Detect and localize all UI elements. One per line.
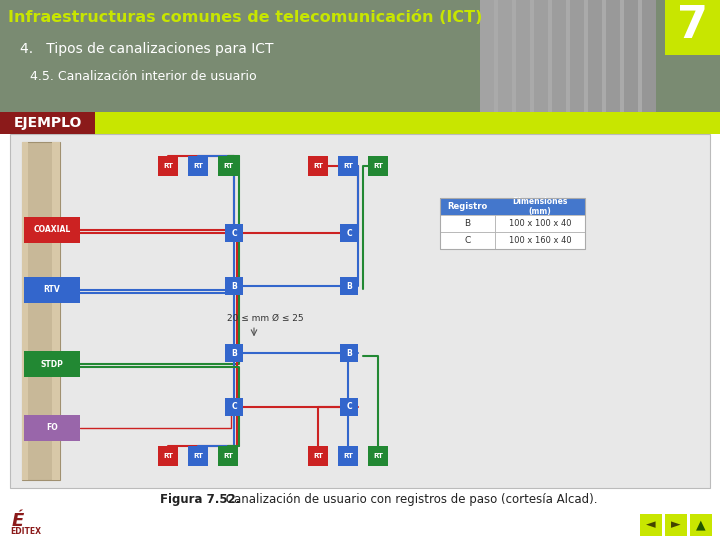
Bar xyxy=(642,0,656,112)
Bar xyxy=(640,514,662,536)
Text: RT: RT xyxy=(193,163,203,169)
Text: C: C xyxy=(231,402,237,411)
Text: RT: RT xyxy=(313,163,323,169)
Bar xyxy=(10,134,710,488)
Bar xyxy=(570,0,584,112)
Bar xyxy=(624,0,638,112)
Text: RT: RT xyxy=(223,453,233,459)
Text: RT: RT xyxy=(313,453,323,459)
Bar xyxy=(218,156,238,176)
Bar xyxy=(158,446,178,466)
Bar xyxy=(225,224,243,242)
Bar xyxy=(188,156,208,176)
Bar xyxy=(188,446,208,466)
Bar xyxy=(665,0,720,55)
Text: B: B xyxy=(346,349,352,358)
Text: Figura 7.52.: Figura 7.52. xyxy=(160,494,240,507)
Bar xyxy=(690,514,712,536)
Bar xyxy=(225,397,243,416)
Text: C: C xyxy=(346,402,352,411)
Bar xyxy=(24,217,80,242)
Bar xyxy=(495,215,585,232)
Bar xyxy=(158,156,178,176)
Bar xyxy=(534,0,548,112)
Bar xyxy=(368,156,388,176)
Bar xyxy=(308,446,328,466)
Bar xyxy=(606,0,620,112)
Bar xyxy=(440,198,495,215)
Bar xyxy=(22,142,28,480)
Bar xyxy=(24,351,80,377)
Bar xyxy=(0,112,95,134)
Bar xyxy=(0,112,720,134)
Bar xyxy=(440,215,495,232)
Text: 4.   Tipos de canalizaciones para ICT: 4. Tipos de canalizaciones para ICT xyxy=(20,42,274,56)
Text: RT: RT xyxy=(223,163,233,169)
Bar xyxy=(495,232,585,249)
Text: RT: RT xyxy=(163,453,173,459)
Text: Canalización de usuario con registros de paso (cortesía Alcad).: Canalización de usuario con registros de… xyxy=(222,494,598,507)
Text: RT: RT xyxy=(343,453,353,459)
Bar xyxy=(588,0,602,112)
Text: 100 x 100 x 40: 100 x 100 x 40 xyxy=(509,219,571,228)
Bar xyxy=(338,446,358,466)
Bar xyxy=(52,142,60,480)
Bar xyxy=(368,446,388,466)
Text: C: C xyxy=(231,228,237,238)
Bar xyxy=(22,142,60,480)
Bar xyxy=(340,277,358,295)
Text: EJEMPLO: EJEMPLO xyxy=(13,116,81,130)
Bar xyxy=(552,0,566,112)
Bar xyxy=(340,345,358,362)
Bar xyxy=(24,277,80,303)
Text: Infraestructuras comunes de telecomunicación (ICT): Infraestructuras comunes de telecomunica… xyxy=(8,10,482,25)
Text: FO: FO xyxy=(46,423,58,433)
Bar xyxy=(338,156,358,176)
Bar xyxy=(516,0,530,112)
Text: Dimensiones
(mm): Dimensiones (mm) xyxy=(513,197,567,216)
Text: ◄: ◄ xyxy=(646,518,656,531)
Bar xyxy=(340,397,358,416)
Text: 100 x 160 x 40: 100 x 160 x 40 xyxy=(509,236,571,245)
Text: ▲: ▲ xyxy=(696,518,706,531)
Bar xyxy=(665,514,687,536)
Text: B: B xyxy=(346,282,352,291)
Text: RTV: RTV xyxy=(44,285,60,294)
Text: B: B xyxy=(231,349,237,358)
Bar xyxy=(0,510,720,540)
Text: COAXIAL: COAXIAL xyxy=(33,225,71,234)
Bar xyxy=(498,0,512,112)
Text: RT: RT xyxy=(373,453,383,459)
Bar xyxy=(24,415,80,441)
Text: RT: RT xyxy=(343,163,353,169)
Bar xyxy=(440,198,585,249)
Text: RT: RT xyxy=(163,163,173,169)
Text: RT: RT xyxy=(373,163,383,169)
Bar xyxy=(340,224,358,242)
Bar xyxy=(308,156,328,176)
Text: C: C xyxy=(346,228,352,238)
Text: B: B xyxy=(231,282,237,291)
Text: B: B xyxy=(464,219,471,228)
Bar xyxy=(225,345,243,362)
Text: 4.5. Canalización interior de usuario: 4.5. Canalización interior de usuario xyxy=(30,70,256,83)
Bar xyxy=(480,0,656,112)
Text: É: É xyxy=(12,512,24,530)
Bar xyxy=(440,232,495,249)
Text: 7: 7 xyxy=(677,4,708,47)
Text: Registro: Registro xyxy=(447,202,487,211)
Text: 20 ≤ mm Ø ≤ 25: 20 ≤ mm Ø ≤ 25 xyxy=(227,314,303,322)
Bar xyxy=(480,0,494,112)
Text: EDITEX: EDITEX xyxy=(10,528,41,537)
Bar xyxy=(0,0,720,112)
Bar xyxy=(495,198,585,215)
Text: ►: ► xyxy=(671,518,681,531)
Text: C: C xyxy=(464,236,471,245)
Bar xyxy=(225,277,243,295)
Text: STDP: STDP xyxy=(40,360,63,369)
Text: RT: RT xyxy=(193,453,203,459)
Bar xyxy=(218,446,238,466)
